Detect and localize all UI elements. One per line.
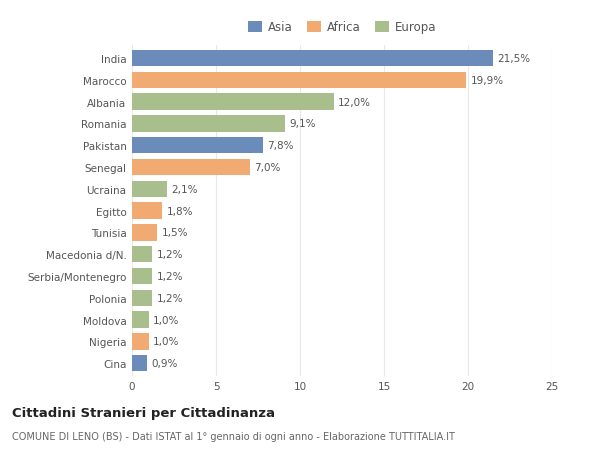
Bar [132,73,466,89]
Text: 9,1%: 9,1% [289,119,316,129]
Text: 7,8%: 7,8% [267,141,294,151]
Bar [132,203,162,219]
Text: 1,2%: 1,2% [157,250,183,260]
Text: 1,2%: 1,2% [157,271,183,281]
Text: 12,0%: 12,0% [338,97,371,107]
Text: 21,5%: 21,5% [497,54,530,64]
Bar [132,138,263,154]
Text: 1,0%: 1,0% [153,336,179,347]
Text: 1,0%: 1,0% [153,315,179,325]
Text: 0,9%: 0,9% [151,358,178,368]
Bar [132,355,147,371]
Text: 7,0%: 7,0% [254,162,280,173]
Bar [132,94,334,111]
Bar [132,246,152,263]
Bar [132,160,250,176]
Bar [132,268,152,285]
Bar [132,290,152,306]
Text: 1,5%: 1,5% [161,228,188,238]
Text: Cittadini Stranieri per Cittadinanza: Cittadini Stranieri per Cittadinanza [12,406,275,419]
Text: 1,2%: 1,2% [157,293,183,303]
Bar [132,333,149,350]
Bar [132,116,285,132]
Legend: Asia, Africa, Europa: Asia, Africa, Europa [245,19,439,37]
Text: 2,1%: 2,1% [172,185,198,195]
Text: 19,9%: 19,9% [470,76,503,86]
Text: 1,8%: 1,8% [166,206,193,216]
Text: COMUNE DI LENO (BS) - Dati ISTAT al 1° gennaio di ogni anno - Elaborazione TUTTI: COMUNE DI LENO (BS) - Dati ISTAT al 1° g… [12,431,455,442]
Bar [132,225,157,241]
Bar [132,312,149,328]
Bar [132,181,167,197]
Bar [132,51,493,67]
